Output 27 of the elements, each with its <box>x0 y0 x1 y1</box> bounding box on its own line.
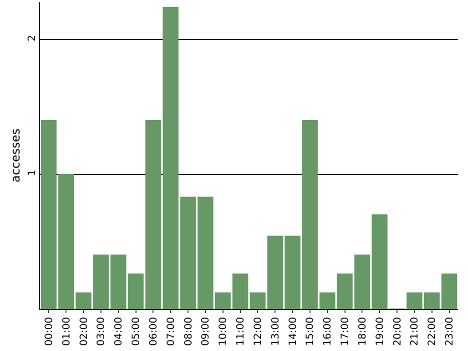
x-tick-label: 03:00 <box>96 317 108 346</box>
x-tick-label: 04:00 <box>114 317 125 346</box>
x-tick-label: 06:00 <box>148 317 160 346</box>
x-tick-label: 09:00 <box>200 317 212 346</box>
x-tick-label: 17:00 <box>340 317 352 346</box>
y-axis-title: accesses <box>8 128 22 183</box>
y-tick-label: 1 <box>27 170 38 176</box>
x-tick-label: 18:00 <box>357 317 368 346</box>
x-tick-label: 13:00 <box>270 317 282 346</box>
x-tick-label: 07:00 <box>166 317 177 346</box>
x-tick-label: 20:00 <box>392 317 404 346</box>
x-tick-label: 23:00 <box>444 317 456 346</box>
x-tick-label: 05:00 <box>131 317 142 346</box>
x-tick-label: 22:00 <box>427 317 438 346</box>
x-tick-label: 19:00 <box>374 317 386 346</box>
x-tick-label: 01:00 <box>61 317 72 346</box>
x-tick-label: 16:00 <box>322 317 334 346</box>
x-tick-label: 08:00 <box>183 317 194 346</box>
x-tick-label: 21:00 <box>410 317 421 346</box>
x-tick-label: 15:00 <box>305 317 316 346</box>
x-tick-label: 14:00 <box>288 317 299 346</box>
x-tick-label: 11:00 <box>236 317 247 346</box>
x-tick-label: 00:00 <box>44 317 55 346</box>
y-tick-label: 2 <box>27 35 38 42</box>
x-tick-label: 12:00 <box>252 317 264 346</box>
x-tick-label: 02:00 <box>78 317 90 346</box>
x-tick-label: 10:00 <box>218 317 230 346</box>
